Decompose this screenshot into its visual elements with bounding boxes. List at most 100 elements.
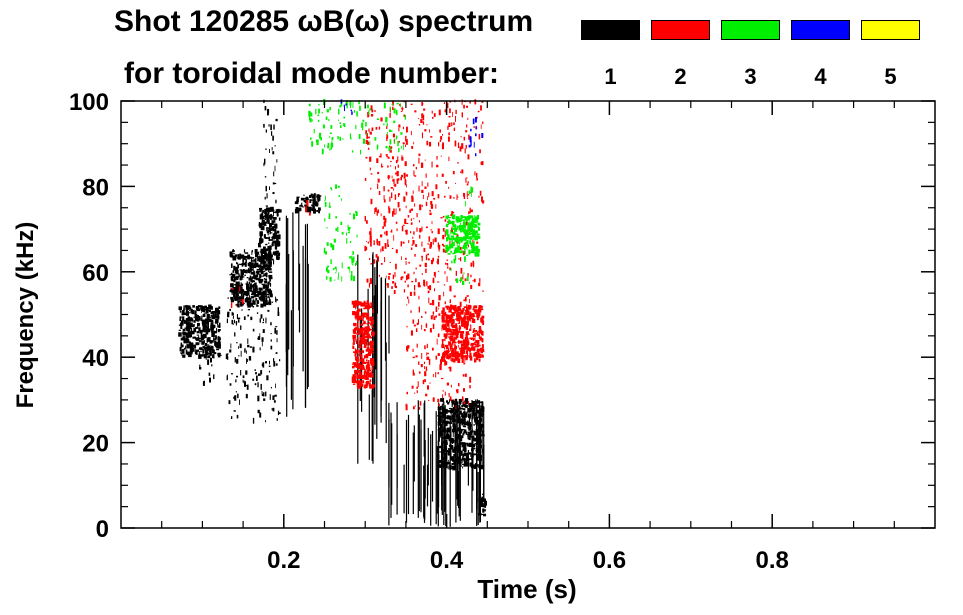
spectrum-mark — [470, 192, 472, 194]
spectrum-mark — [365, 361, 370, 364]
spectrum-mark — [191, 309, 195, 315]
spectrum-mark — [407, 345, 410, 349]
spectrum-mark — [355, 260, 357, 266]
spectrum-mark — [469, 424, 472, 429]
spectrum-mark — [192, 324, 195, 328]
spectrum-mark — [472, 233, 476, 238]
spectrum-mark — [406, 126, 408, 133]
spectrum-mark — [448, 434, 451, 438]
spectrum-mark — [477, 214, 479, 220]
spectrum-mark — [366, 363, 370, 369]
spectrum-mark — [463, 426, 467, 428]
spectrum-mark — [477, 448, 480, 453]
spectrum-mark — [246, 286, 248, 290]
spectrum-mark — [273, 211, 275, 213]
spectrum-mark — [308, 103, 311, 107]
spectrum-mark — [465, 412, 468, 415]
spectrum-mark — [233, 265, 236, 271]
spectrum-mark — [269, 293, 273, 298]
spectrum-mark — [313, 198, 316, 203]
spectrum-mark — [269, 186, 270, 190]
spectrum-mark — [234, 254, 238, 257]
spectrum-mark — [469, 355, 472, 359]
spectrum-mark — [389, 175, 391, 179]
spectrum-mark — [349, 212, 351, 215]
spectrum-mark — [441, 442, 443, 448]
spectrum-mark — [369, 156, 372, 162]
spectrum-mark — [316, 195, 320, 198]
spectrum-mark — [448, 306, 453, 311]
spectrum-mark — [405, 404, 408, 411]
spectrum-mark — [468, 333, 470, 335]
spectrum-mark — [385, 145, 388, 149]
spectrum-mark — [446, 259, 449, 261]
spectrum-mark — [445, 415, 447, 419]
spectrum-mark — [447, 410, 451, 413]
spectrum-mark — [412, 319, 415, 324]
spectrum-mark — [476, 424, 478, 426]
spectrum-mark — [259, 347, 261, 351]
spectrum-mark — [241, 278, 244, 280]
spectrum-mark — [180, 320, 184, 325]
spectrum-mark — [371, 302, 373, 307]
spectrum-mark — [453, 122, 455, 126]
spectrum-mark — [433, 197, 436, 200]
spectrum-mark — [437, 428, 440, 473]
spectrum-mark — [463, 452, 467, 457]
spectrum-mark — [264, 272, 268, 275]
spectrum-mark — [262, 329, 265, 333]
spectrum-mark — [364, 336, 367, 339]
spectrum-mark — [211, 332, 215, 337]
spectrum-mark — [191, 345, 193, 347]
spectrum-mark — [258, 223, 262, 227]
spectrum-mark — [429, 212, 432, 216]
spectrum-mark — [363, 330, 367, 335]
spectrum-mark — [260, 246, 262, 248]
spectrum-mark — [234, 395, 237, 401]
spectrum-mark — [419, 234, 421, 239]
spectrum-mark — [370, 350, 373, 354]
spectrum-mark — [459, 400, 462, 404]
spectrum-mark — [231, 263, 233, 268]
spectrum-mark — [441, 377, 444, 380]
spectrum-mark — [365, 156, 368, 159]
spectrum-mark — [464, 233, 467, 236]
spectrum-mark — [444, 109, 447, 113]
spectrum-mark — [191, 318, 194, 322]
spectrum-mark — [255, 277, 260, 281]
spectrum-mark — [464, 229, 468, 233]
spectrum-mark — [448, 450, 451, 452]
spectrum-mark — [368, 328, 371, 331]
spectrum-mark — [437, 353, 440, 356]
spectrum-mark — [456, 194, 458, 200]
spectrum-mark — [413, 271, 415, 275]
spectrum-mark — [465, 331, 469, 336]
spectrum-mark — [225, 354, 228, 360]
spectrum-mark — [179, 316, 182, 319]
spectrum-mark — [352, 264, 354, 266]
spectrum-mark — [455, 270, 457, 276]
spectrum-mark — [231, 311, 233, 316]
spectrum-mark — [481, 315, 485, 319]
spectrum-mark — [446, 420, 449, 425]
spectrum-mark — [249, 262, 254, 268]
spectrum-mark — [462, 458, 466, 460]
spectrum-mark — [437, 414, 440, 417]
spectrum-mark — [463, 221, 466, 227]
spectrum-mark — [421, 255, 423, 258]
spectrum-mark — [460, 464, 462, 467]
spectrum-mark — [233, 292, 236, 297]
mode-1-region — [225, 291, 281, 424]
spectrum-mark — [411, 385, 414, 389]
spectrum-mark — [451, 324, 456, 328]
spectrum-mark — [262, 257, 263, 260]
spectrum-mark — [274, 165, 276, 172]
spectrum-mark — [391, 229, 393, 233]
spectrum-mark — [481, 354, 483, 356]
spectrum-mark — [355, 363, 360, 365]
spectrum-mark — [371, 325, 373, 328]
spectrum-mark — [418, 157, 420, 164]
spectrum-mark — [475, 309, 478, 312]
spectrum-mark — [457, 341, 459, 343]
spectrum-mark — [467, 222, 470, 226]
